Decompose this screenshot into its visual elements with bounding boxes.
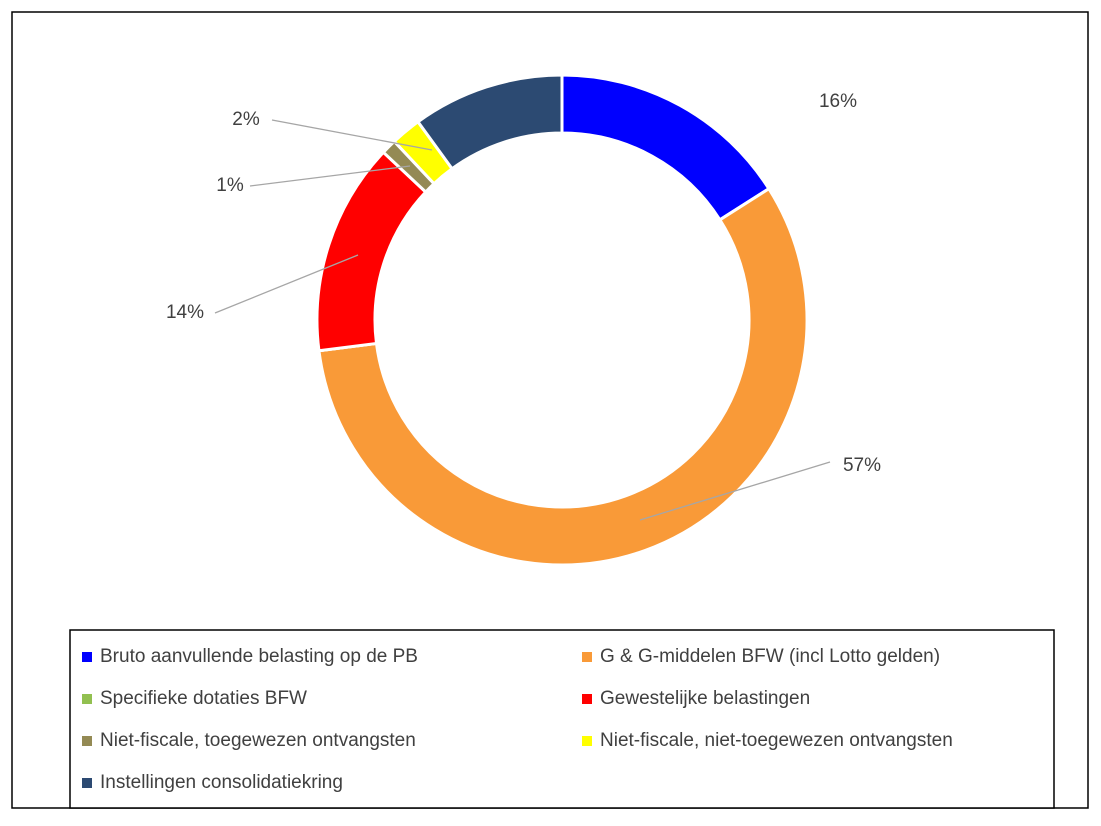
data-label: 2%: [232, 109, 260, 130]
legend-swatch: [582, 694, 592, 704]
leader-line: [214, 254, 359, 314]
leader-line: [249, 165, 411, 187]
legend-swatch: [82, 736, 92, 746]
leader-line: [639, 461, 831, 521]
slice: [317, 186, 809, 567]
legend-swatch: [582, 736, 592, 746]
data-label: 14%: [166, 302, 204, 323]
legend-label: Niet-fiscale, toegewezen ontvangsten: [100, 730, 416, 751]
data-label: 57%: [843, 455, 881, 476]
leader-line: [271, 119, 433, 151]
legend-swatch: [82, 778, 92, 788]
legend-swatch: [82, 694, 92, 704]
legend-swatch: [82, 652, 92, 662]
legend-label: Instellingen consolidatiekring: [100, 772, 343, 793]
legend-swatch: [582, 652, 592, 662]
legend-label: Bruto aanvullende belasting op de PB: [100, 646, 418, 667]
legend-label: G & G-middelen BFW (incl Lotto gelden): [600, 646, 940, 667]
legend-box: [69, 629, 1055, 809]
legend-label: Niet-fiscale, niet-toegewezen ontvangste…: [600, 730, 953, 751]
legend-label: Gewestelijke belastingen: [600, 688, 810, 709]
data-label: 16%: [819, 91, 857, 112]
slice: [415, 73, 564, 171]
legend-label: Specifieke dotaties BFW: [100, 688, 307, 709]
data-label: 1%: [216, 175, 244, 196]
